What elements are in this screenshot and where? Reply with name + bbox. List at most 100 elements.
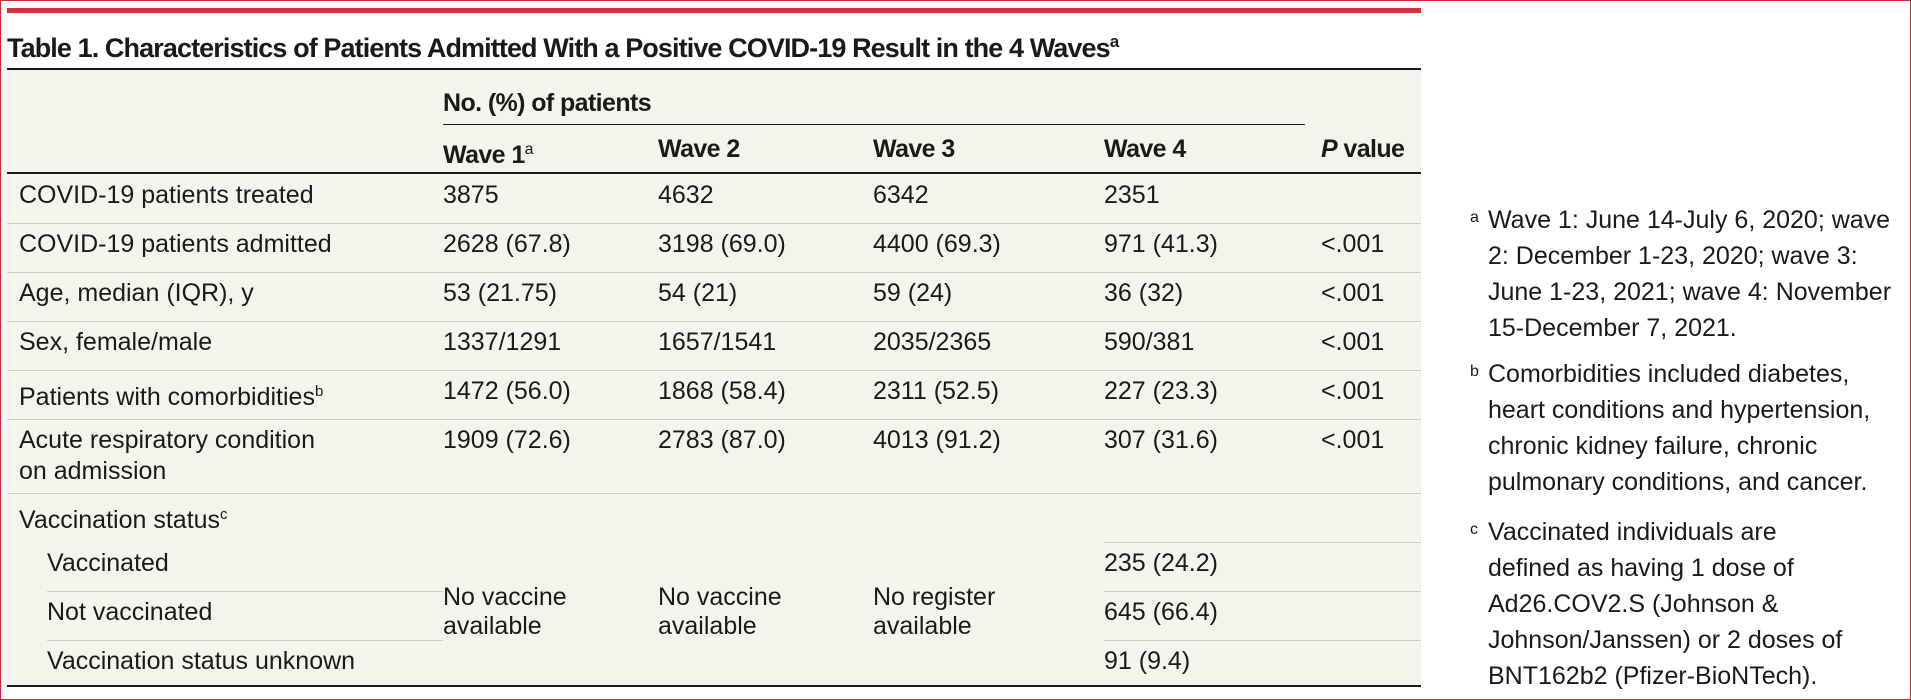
row-label: Age, median (IQR), y	[19, 278, 254, 309]
footnote-c-mark: c	[1470, 521, 1478, 538]
table-cell: 971 (41.3)	[1104, 230, 1218, 258]
row-label-line-2: on admission	[19, 457, 167, 485]
row-divider	[7, 272, 1421, 273]
p-value-cell: <.001	[1321, 279, 1385, 307]
row-divider	[1104, 640, 1421, 641]
table-cell: 1472 (56.0)	[443, 377, 571, 405]
table-cell: 59 (24)	[873, 279, 953, 307]
row-label-footnote-mark: b	[314, 383, 324, 400]
table-cell: 1337/1291	[443, 328, 562, 356]
column-header-p-value: P value	[1321, 134, 1405, 165]
p-value-cell: <.001	[1321, 328, 1385, 356]
footnote-a-mark: a	[1470, 209, 1479, 226]
row-divider	[7, 370, 1421, 371]
row-label-line-1: Acute respiratory condition	[19, 426, 315, 454]
table-cell: 3198 (69.0)	[658, 230, 786, 258]
table-title: Table 1. Characteristics of Patients Adm…	[7, 20, 1421, 64]
p-value-cell: <.001	[1321, 230, 1385, 258]
table-cell: 4632	[658, 181, 714, 209]
table-cell: 2783 (87.0)	[658, 426, 786, 454]
table-cell: 1909 (72.6)	[443, 426, 571, 454]
table-cell: 91 (9.4)	[1104, 647, 1191, 675]
table-cell: 645 (66.4)	[1104, 598, 1218, 626]
row-label-text: Patients with comorbidities	[19, 383, 315, 411]
vaccination-status-mark: c	[220, 506, 228, 523]
footnote-a: a Wave 1: June 14-July 6, 2020; wave 2: …	[1470, 202, 1908, 346]
footnote-b: b Comorbidities included diabetes, heart…	[1470, 356, 1908, 500]
footnote-c-line-1: Vaccinated individuals are	[1488, 518, 1777, 546]
footnote-a-line-3: June 1-23, 2021; wave 4: November	[1488, 278, 1892, 306]
row-divider	[47, 640, 443, 641]
p-value-cell: <.001	[1321, 377, 1385, 405]
table-cell: 2035/2365	[873, 328, 992, 356]
footnote-a-line-4: 15-December 7, 2021.	[1488, 314, 1737, 342]
row-divider	[7, 321, 1421, 322]
row-divider	[47, 591, 443, 592]
p-value-cell: <.001	[1321, 426, 1385, 454]
table-cell: 1657/1541	[658, 328, 777, 356]
column-header-wave-3: Wave 3	[873, 135, 955, 163]
row-divider	[1104, 542, 1421, 543]
footnote-a-line-1: Wave 1: June 14-July 6, 2020; wave	[1488, 206, 1891, 234]
no-vaccine-wave-2-line-1: No vaccine	[658, 583, 782, 611]
column-header-wave-1-label: Wave 1	[443, 141, 525, 169]
no-vaccine-wave-1-line-2: available	[443, 612, 542, 640]
no-vaccine-wave-2-line-2: available	[658, 612, 757, 640]
footnote-a-line-2: 2: December 1-23, 2020; wave 3:	[1488, 242, 1858, 270]
footnote-c-line-5: BNT162b2 (Pfizer-BioNTech).	[1488, 662, 1818, 690]
table-cell: 307 (31.6)	[1104, 426, 1218, 454]
table-cell: 235 (24.2)	[1104, 549, 1218, 577]
row-label: COVID-19 patients admitted	[19, 229, 332, 260]
table-cell: 4400 (69.3)	[873, 230, 1001, 258]
footnote-b-mark: b	[1470, 363, 1479, 380]
table-cell: 2628 (67.8)	[443, 230, 571, 258]
table-cell: 2351	[1104, 181, 1160, 209]
no-vaccine-wave-1-line-1: No vaccine	[443, 583, 567, 611]
accent-rule	[7, 8, 1421, 13]
row-label-text: COVID-19 patients treated	[19, 181, 314, 209]
vaccination-status-label: Vaccination statusc	[19, 499, 228, 536]
table-cell: 3875	[443, 181, 499, 209]
table-cell: 53 (21.75)	[443, 279, 557, 307]
table-cell: 227 (23.3)	[1104, 377, 1218, 405]
row-label: Patients with comorbiditiesb	[19, 376, 323, 413]
row-label: Sex, female/male	[19, 327, 212, 358]
footnote-b-line-2: heart conditions and hypertension,	[1488, 396, 1871, 424]
no-register-wave-3-line-2: available	[873, 612, 972, 640]
table-cell: 590/381	[1104, 328, 1195, 356]
footnote-c-line-4: Johnson/Janssen) or 2 doses of	[1488, 626, 1843, 654]
footnote-b-line-4: pulmonary conditions, and cancer.	[1488, 468, 1868, 496]
table: No. (%) of patients Wave 1a Wave 2 Wave …	[7, 68, 1421, 687]
column-header-wave-1: Wave 1a	[443, 134, 534, 171]
footnote-c: c Vaccinated individuals are defined as …	[1470, 514, 1908, 694]
table-cell: 1868 (58.4)	[658, 377, 786, 405]
table-title-footnote-mark: a	[1109, 32, 1119, 51]
p-value-rest: value	[1337, 135, 1405, 163]
footnote-b-line-3: chronic kidney failure, chronic	[1488, 432, 1818, 460]
footnote-c-line-3: Ad26.COV2.S (Johnson &	[1488, 590, 1779, 618]
table-cell: 6342	[873, 181, 929, 209]
footnote-c-line-2: defined as having 1 dose of	[1488, 554, 1794, 582]
row-divider	[1104, 591, 1421, 592]
footnote-b-line-1: Comorbidities included diabetes,	[1488, 360, 1850, 388]
row-divider	[7, 419, 1421, 420]
vaccination-status-text: Vaccination status	[19, 506, 221, 534]
row-divider	[7, 223, 1421, 224]
column-header-wave-1-mark: a	[524, 141, 534, 158]
no-register-wave-3-line-1: No register	[873, 583, 996, 611]
column-header-wave-4: Wave 4	[1104, 135, 1186, 163]
column-group-header: No. (%) of patients	[443, 89, 652, 117]
row-label-text: Age, median (IQR), y	[19, 279, 254, 307]
row-divider	[7, 493, 1421, 494]
vaccination-subrow-label: Not vaccinated	[47, 598, 213, 626]
column-header-wave-2: Wave 2	[658, 135, 740, 163]
table-title-text: Table 1. Characteristics of Patients Adm…	[7, 33, 1111, 63]
vaccination-subrow-label: Vaccination status unknown	[47, 647, 356, 675]
table-cell: 36 (32)	[1104, 279, 1184, 307]
header-rule	[7, 172, 1421, 174]
p-italic: P	[1321, 135, 1338, 163]
vaccination-subrow-label: Vaccinated	[47, 549, 169, 577]
row-label-text: Sex, female/male	[19, 328, 213, 356]
table-cell: 4013 (91.2)	[873, 426, 1001, 454]
row-label-text: COVID-19 patients admitted	[19, 230, 332, 258]
